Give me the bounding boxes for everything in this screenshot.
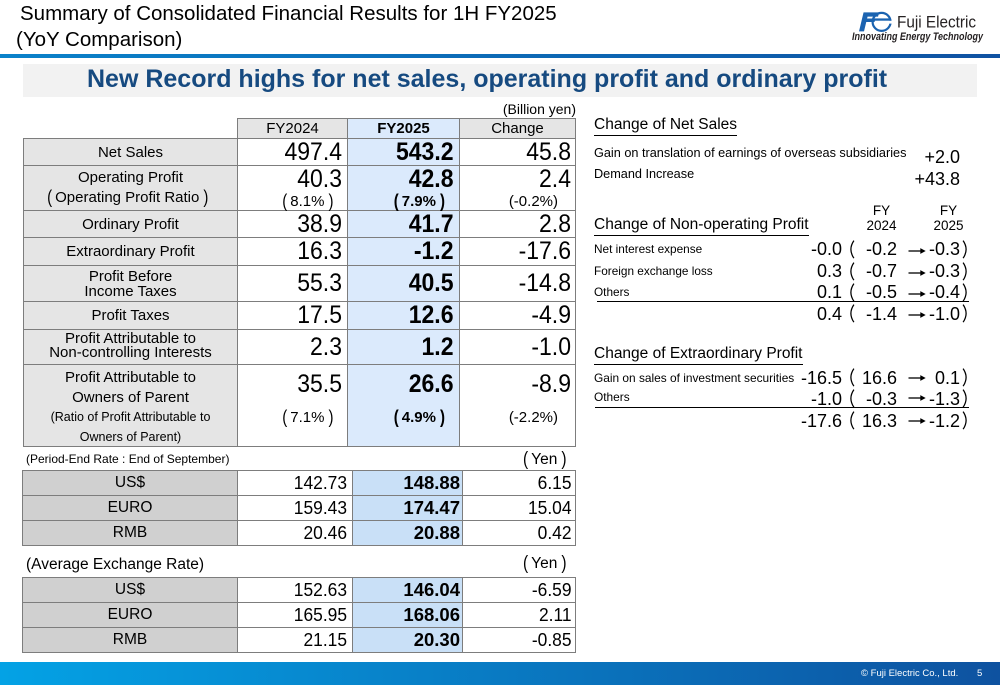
svg-text:Innovating Energy Technology: Innovating Energy Technology bbox=[852, 31, 984, 43]
svg-text:Fuji Electric: Fuji Electric bbox=[897, 14, 976, 32]
